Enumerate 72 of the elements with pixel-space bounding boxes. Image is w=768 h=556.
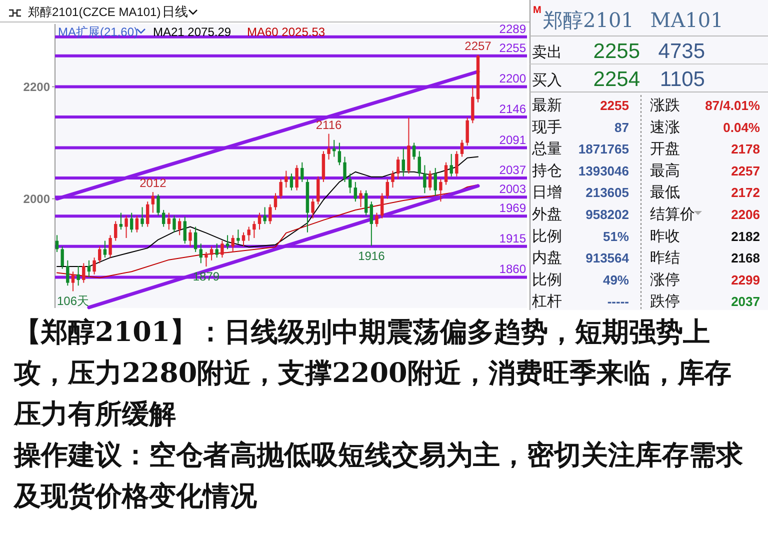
text: 持仓 — [532, 162, 562, 180]
annotation: 106天 — [56, 294, 90, 308]
text: 外盘 — [532, 206, 562, 223]
legend-title: MA扩展(21,60) — [58, 25, 138, 39]
text: 开盘 — [650, 140, 680, 158]
text: MA60 2025.53 — [247, 25, 326, 39]
text: 买入 — [532, 72, 562, 89]
ref-line-label: 1969 — [499, 201, 526, 216]
text: 2255 — [600, 98, 629, 113]
annotation: 2257 — [464, 38, 492, 53]
ref-line-label: 2003 — [499, 182, 526, 196]
text: 51% — [602, 228, 630, 244]
text: 结算价 — [650, 206, 695, 223]
y-tick-label: 2000 — [23, 192, 50, 206]
text: 2037 — [731, 294, 760, 310]
text: 昨结 — [650, 250, 680, 267]
ref-line-label: 2091 — [499, 132, 526, 147]
text: 0.04% — [723, 120, 760, 135]
text: 1105 — [660, 68, 705, 91]
text: ----- — [607, 294, 629, 310]
text: 1871765 — [578, 142, 629, 157]
text: 跌停 — [650, 293, 680, 310]
ref-line-label: 2037 — [499, 163, 526, 178]
text: 内盘 — [532, 250, 562, 267]
text: 最低 — [650, 184, 680, 202]
text: 213605 — [586, 185, 629, 200]
annotation: 2116 — [316, 118, 342, 132]
text: 2168 — [731, 250, 760, 266]
text: 卖出 — [532, 44, 562, 61]
text: 郑醇2101 MA101 — [543, 8, 724, 32]
text: 2182 — [731, 228, 760, 244]
text: 比例 — [532, 271, 562, 288]
annotation: 1879 — [192, 270, 220, 284]
text: 4735 — [658, 40, 705, 63]
ref-line-label: 2200 — [499, 72, 526, 86]
text: 87/4.01% — [705, 98, 760, 113]
text: 【郑醇2101】：日线级别中期震荡偏多趋势，短期强势上攻，压力2280附近，支撑2200附近，消费旺季来临，库存压力有所缓解 — [14, 316, 732, 432]
text: 2255 — [593, 40, 640, 63]
text: 总量 — [531, 140, 562, 158]
ref-line-label: 2146 — [499, 102, 526, 116]
chart-title: 郑醇2101(CZCE MA101) — [28, 5, 161, 19]
text: 速涨 — [650, 118, 680, 136]
text: 杠杆 — [531, 293, 562, 310]
text: 958202 — [586, 207, 629, 222]
text: 操作建议：空仓者高抛低吸短线交易为主，密切关注库存需求及现货价格变化情况 — [14, 439, 744, 514]
text: 日增 — [532, 184, 562, 202]
annotation: 1916 — [358, 248, 386, 263]
text: 87 — [614, 120, 629, 135]
ref-line-label: 2289 — [499, 22, 526, 36]
text: M — [533, 5, 542, 16]
ref-line-label: 1860 — [499, 262, 526, 276]
text: 2178 — [731, 142, 760, 157]
text: 2172 — [731, 185, 760, 200]
text: 913564 — [586, 250, 630, 266]
ref-line-label: 2255 — [499, 40, 526, 55]
text: 2254 — [593, 68, 640, 91]
ref-line-label: 1915 — [499, 231, 526, 246]
annotation: 2012 — [140, 176, 167, 190]
text: 涨停 — [650, 271, 680, 288]
chart-subtitle: 日线 — [162, 4, 188, 19]
text: 现手 — [532, 118, 562, 136]
text: 49% — [602, 272, 630, 288]
text: 涨跌 — [650, 97, 680, 114]
text: 昨收 — [650, 228, 680, 245]
text: 比例 — [532, 228, 562, 245]
text: 1393046 — [578, 163, 629, 178]
text: 2257 — [731, 163, 760, 178]
text: 2299 — [731, 272, 760, 288]
text: 2206 — [731, 207, 760, 222]
text: 最新 — [532, 97, 562, 114]
text: 最高 — [650, 162, 680, 180]
text: MA21 2075.29 — [153, 25, 232, 39]
